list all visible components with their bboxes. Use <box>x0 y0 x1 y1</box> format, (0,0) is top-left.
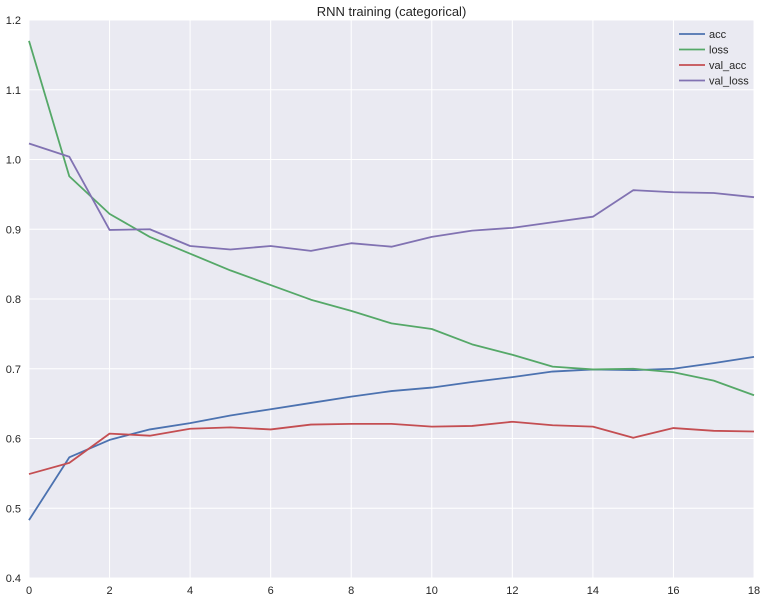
y-tick-label: 0.6 <box>6 434 21 446</box>
y-tick-label: 1.0 <box>6 155 21 167</box>
chart-title: RNN training (categorical) <box>317 4 467 19</box>
legend-label: val_loss <box>709 76 749 88</box>
y-tick-label: 0.8 <box>6 294 21 306</box>
x-tick-label: 2 <box>106 585 112 597</box>
legend-item-loss: loss <box>679 45 729 57</box>
legend-item-val-acc: val_acc <box>679 60 747 72</box>
grid <box>28 19 755 579</box>
y-tick-label: 0.9 <box>6 224 21 236</box>
legend-item-val-loss: val_loss <box>679 76 749 88</box>
legend-item-acc: acc <box>679 29 727 41</box>
x-tick-label: 18 <box>748 585 760 597</box>
x-axis: 0 2 4 6 8 10 12 14 16 18 <box>26 585 760 597</box>
series-line-acc <box>28 356 755 521</box>
x-tick-label: 4 <box>187 585 193 597</box>
series-line-val-loss <box>28 142 755 252</box>
x-tick-label: 6 <box>268 585 274 597</box>
x-tick-label: 8 <box>348 585 354 597</box>
y-tick-label: 1.2 <box>6 15 21 27</box>
series-layer <box>28 40 755 521</box>
y-tick-label: 0.7 <box>6 364 21 376</box>
y-tick-label: 0.5 <box>6 503 21 515</box>
x-tick-label: 14 <box>587 585 599 597</box>
legend-label: loss <box>709 45 729 57</box>
series-line-loss <box>28 40 755 397</box>
y-tick-label: 1.1 <box>6 85 21 97</box>
x-tick-label: 16 <box>667 585 679 597</box>
x-tick-label: 10 <box>426 585 438 597</box>
legend-label: val_acc <box>709 60 747 72</box>
x-tick-label: 12 <box>506 585 518 597</box>
series-line-val-acc <box>28 420 755 475</box>
y-axis: 0.4 0.5 0.6 0.7 0.8 0.9 1.0 1.1 1.2 <box>6 15 21 585</box>
x-tick-label: 0 <box>26 585 32 597</box>
y-tick-label: 0.4 <box>6 573 21 585</box>
legend-label: acc <box>709 29 727 41</box>
legend: acc loss val_acc val_loss <box>679 29 749 88</box>
